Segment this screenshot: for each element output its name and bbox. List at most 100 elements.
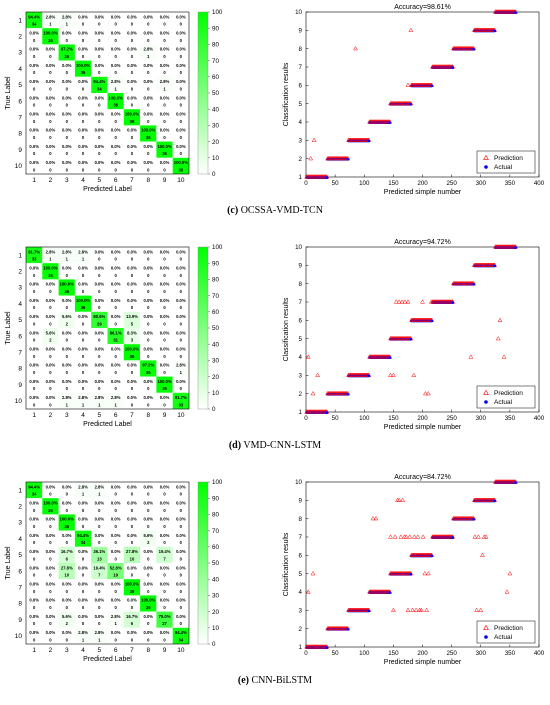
matrix-cell: [42, 263, 59, 280]
y-tick-label: 10: [15, 633, 23, 640]
misclassified-point: [422, 570, 428, 576]
cell-percent: 0.0%: [62, 363, 72, 368]
cell-percent: 0.0%: [143, 582, 153, 587]
y-tick-label: 4: [18, 301, 22, 308]
matrix-cell: [74, 392, 92, 409]
cell-count: 0: [33, 573, 36, 578]
cell-count: 0: [49, 151, 52, 156]
matrix-cell: [156, 28, 173, 45]
actual-point: [472, 517, 476, 521]
cell-count: 0: [114, 273, 117, 278]
matrix-cell: [140, 498, 157, 515]
cell-count: 1: [114, 621, 117, 626]
cell-percent: 0.0%: [95, 282, 105, 287]
cell-count: 0: [180, 22, 183, 27]
matrix-cell: [58, 109, 75, 126]
matrix-cell: [140, 627, 157, 644]
cell-percent: 0.0%: [143, 95, 153, 100]
cell-count: 0: [49, 289, 52, 294]
cell-percent: 0.0%: [78, 330, 88, 335]
x-tick-label: 0: [304, 650, 308, 657]
x-tick-label: 350: [505, 650, 516, 657]
colorbar-tick-label: 0: [212, 171, 216, 178]
matrix-cell: [172, 344, 189, 361]
matrix-cell: [42, 93, 59, 110]
cell-percent: 2.8%: [78, 630, 88, 635]
chart-svg: 94.4%342.8%12.8%10.0%00.0%00.0%00.0%00.0…: [5, 4, 545, 196]
cell-percent: 2.8%: [78, 249, 88, 254]
cell-percent: 0.0%: [127, 501, 137, 506]
cell-count: 0: [163, 370, 166, 375]
y-axis-label: Classification results: [283, 62, 290, 126]
cell-percent: 0.0%: [111, 14, 121, 19]
matrix-cell: [123, 328, 141, 345]
cell-count: 34: [32, 492, 37, 497]
y-tick-label: 1: [299, 174, 303, 181]
matrix-cell: [123, 392, 141, 409]
cell-count: 36: [48, 508, 53, 513]
matrix-cell: [156, 76, 173, 93]
colorbar-tick-label: 30: [212, 123, 219, 130]
matrix-cell: [140, 376, 157, 393]
cell-count: 34: [81, 540, 86, 545]
cell-count: 0: [33, 605, 36, 610]
cell-count: 0: [98, 151, 101, 156]
cell-count: 0: [49, 370, 52, 375]
cell-percent: 0.0%: [29, 614, 39, 619]
cell-percent: 0.0%: [127, 630, 137, 635]
cell-percent: 100.0%: [43, 501, 57, 506]
chart-title: Accuracy=98.61%: [394, 4, 451, 11]
matrix-cell: [156, 279, 173, 296]
matrix-cell: [26, 279, 43, 296]
matrix-cell: [172, 546, 189, 563]
cell-percent: 16.7%: [126, 614, 138, 619]
cell-percent: 0.0%: [46, 630, 56, 635]
cell-percent: 100.0%: [60, 282, 74, 287]
matrix-cell: [107, 328, 124, 345]
cell-percent: 0.0%: [111, 266, 121, 271]
misclassified-point: [410, 607, 416, 612]
cell-count: 0: [147, 386, 150, 391]
cell-percent: 0.0%: [160, 249, 170, 254]
x-axis-label: Predicted Label: [83, 421, 132, 428]
cell-percent: 2.8%: [95, 630, 105, 635]
x-tick-label: 150: [388, 180, 399, 187]
cell-percent: 0.0%: [111, 47, 121, 52]
matrix-cell: [107, 546, 124, 563]
matrix-cell: [156, 579, 173, 596]
cell-percent: 0.0%: [95, 330, 105, 335]
misclassified-point: [390, 372, 396, 377]
cell-percent: 0.0%: [160, 598, 170, 603]
cell-count: 0: [98, 386, 101, 391]
cell-count: 0: [163, 354, 166, 359]
y-tick-label: 1: [18, 252, 22, 259]
cell-count: 0: [98, 524, 101, 529]
matrix-cell: [107, 141, 124, 158]
cell-count: 0: [98, 54, 101, 59]
cell-count: 0: [163, 321, 166, 326]
cell-count: 0: [180, 492, 183, 497]
cell-percent: 0.0%: [127, 379, 137, 384]
cell-count: 0: [147, 305, 150, 310]
cell-count: 5: [131, 321, 134, 326]
cell-count: 0: [114, 257, 117, 262]
cell-count: 36: [81, 70, 86, 75]
cell-count: 0: [66, 508, 69, 513]
y-tick-label: 4: [299, 354, 303, 361]
cell-percent: 0.0%: [143, 484, 153, 489]
panel-c: 94.4% 34 2.8% 1 2.8% 1 0.0% 0 0.0% 0 0.0% 0 0.0% 0 0.0…: [0, 0, 550, 235]
cell-count: 36: [146, 135, 151, 140]
matrix-cell: [140, 360, 157, 377]
cell-count: 0: [114, 119, 117, 124]
colorbar-tick-label: 40: [212, 106, 219, 113]
x-tick-label: 2: [49, 177, 53, 184]
cell-count: 0: [163, 38, 166, 43]
misclassified-point: [423, 390, 428, 396]
matrix-cell: [42, 595, 59, 612]
cell-count: 36: [162, 151, 167, 156]
matrix-cell: [140, 344, 157, 361]
cell-count: 1: [66, 257, 69, 262]
cell-count: 0: [82, 524, 85, 529]
y-tick-label: 6: [299, 553, 303, 560]
matrix-cell: [107, 279, 124, 296]
